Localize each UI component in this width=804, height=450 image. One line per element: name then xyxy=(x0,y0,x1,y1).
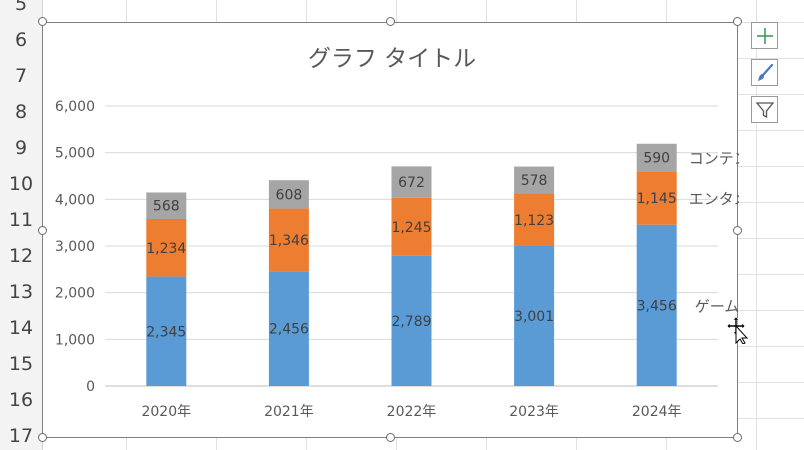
resize-handle-top-left[interactable] xyxy=(38,17,47,26)
row-number[interactable]: 8 xyxy=(14,101,28,123)
y-tick-label: 2,000 xyxy=(55,286,95,302)
resize-handle-middle-left[interactable] xyxy=(38,226,47,235)
chart-title[interactable]: グラフ タイトル xyxy=(308,46,476,72)
resize-handle-bottom-left[interactable] xyxy=(38,433,47,442)
data-label: 3,001 xyxy=(514,309,554,325)
series-labels: ゲーム事業 エンタメ事業コンテンツ事業 xyxy=(689,150,794,316)
row-number[interactable]: 7 xyxy=(14,65,28,87)
bars[interactable] xyxy=(146,143,677,386)
y-tick-label: 5,000 xyxy=(55,146,95,162)
row-number[interactable]: 6 xyxy=(14,29,28,51)
row-number[interactable]: 15 xyxy=(8,353,34,375)
y-tick-label: 0 xyxy=(86,379,95,395)
x-tick-label: 2023年 xyxy=(509,404,559,420)
bar-segment[interactable] xyxy=(268,208,309,272)
plus-icon xyxy=(756,27,773,44)
x-tick-label: 2022年 xyxy=(387,404,437,420)
cell-gridline xyxy=(756,0,757,450)
resize-handle-middle-right[interactable] xyxy=(733,226,742,235)
bar-segment[interactable] xyxy=(146,218,187,277)
data-label: 672 xyxy=(398,175,425,191)
bar-segment[interactable] xyxy=(514,245,555,386)
data-label: 2,789 xyxy=(391,314,431,330)
chart-elements-button[interactable] xyxy=(751,22,778,49)
bar-segment[interactable] xyxy=(146,192,187,219)
series-label[interactable]: エンタメ事業 xyxy=(689,190,779,208)
chart-area[interactable]: グラフ タイトル 0 1,000 2,000 3,000 4,000 5,000 6,000… xyxy=(42,22,794,439)
chart-styles-button[interactable] xyxy=(751,59,778,86)
row-number[interactable]: 14 xyxy=(8,317,34,339)
data-label: 590 xyxy=(643,151,670,167)
bar-segment[interactable] xyxy=(636,171,677,225)
data-label: 578 xyxy=(521,173,548,189)
row-number[interactable]: 13 xyxy=(8,281,34,303)
stacked-bar-chart[interactable]: グラフ タイトル 0 1,000 2,000 3,000 4,000 5,000 6,000… xyxy=(43,23,794,439)
y-tick-label: 4,000 xyxy=(55,192,95,208)
resize-handle-bottom-right[interactable] xyxy=(733,433,742,442)
row-number[interactable]: 16 xyxy=(8,389,34,411)
bar-segment[interactable] xyxy=(514,193,555,246)
move-cursor-icon xyxy=(726,316,748,344)
bar-segment[interactable] xyxy=(391,166,432,198)
data-labels: 2,345 1,234 568 2,456 1,346 608 2,789 1,245 672 3… xyxy=(146,151,677,341)
bar-segment[interactable] xyxy=(636,143,677,172)
bar-segment[interactable] xyxy=(268,271,309,386)
y-axis-tick-labels: 0 1,000 2,000 3,000 4,000 5,000 6,000 xyxy=(55,99,95,395)
data-label: 1,346 xyxy=(269,233,309,249)
data-label: 1,123 xyxy=(514,213,554,229)
bar-segment[interactable] xyxy=(514,166,555,194)
chart-filters-button[interactable] xyxy=(751,96,778,123)
data-label: 2,345 xyxy=(146,324,186,340)
x-axis-tick-labels: 2020年 2021年 2022年 2023年 2024年 xyxy=(141,404,681,420)
x-tick-label: 2020年 xyxy=(141,404,191,420)
row-number[interactable]: 10 xyxy=(8,173,34,195)
data-label: 1,145 xyxy=(637,191,677,207)
bar-segment[interactable] xyxy=(391,255,432,386)
bar-segment[interactable] xyxy=(391,197,432,256)
bar-segment[interactable] xyxy=(636,224,677,386)
series-label[interactable]: コンテンツ事業 xyxy=(689,150,794,168)
resize-handle-top-middle[interactable] xyxy=(386,17,395,26)
data-label: 1,245 xyxy=(391,220,431,236)
y-tick-label: 1,000 xyxy=(55,332,95,348)
bar-segment[interactable] xyxy=(268,180,309,209)
x-tick-label: 2021年 xyxy=(264,404,314,420)
row-number[interactable]: 9 xyxy=(14,137,28,159)
resize-handle-bottom-middle[interactable] xyxy=(386,433,395,442)
data-label: 1,234 xyxy=(146,241,186,257)
row-number[interactable]: 12 xyxy=(8,245,34,267)
data-label: 3,456 xyxy=(637,298,677,314)
y-tick-label: 6,000 xyxy=(55,99,95,115)
resize-handle-top-right[interactable] xyxy=(733,17,742,26)
data-label: 608 xyxy=(276,187,303,203)
row-number[interactable]: 5 xyxy=(14,0,28,15)
series-label[interactable]: ゲーム事業 xyxy=(695,297,770,315)
x-tick-label: 2024年 xyxy=(632,404,682,420)
y-tick-label: 3,000 xyxy=(55,239,95,255)
data-label: 568 xyxy=(153,199,180,215)
bar-segment[interactable] xyxy=(146,276,187,386)
row-number[interactable]: 17 xyxy=(8,425,34,447)
funnel-icon xyxy=(755,101,774,118)
row-number[interactable]: 11 xyxy=(8,209,34,231)
brush-icon xyxy=(757,63,773,81)
data-label: 2,456 xyxy=(269,322,309,338)
